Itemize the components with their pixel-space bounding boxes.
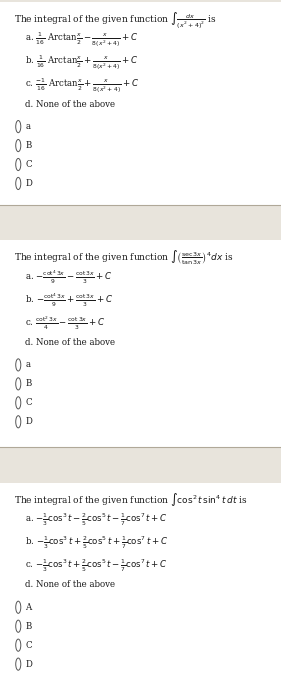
Text: d. None of the above: d. None of the above [25, 338, 115, 347]
Text: c. $\frac{-1}{16}$ Arctan$\frac{x}{2} + \frac{x}{8(x^2+4)} + C$: c. $\frac{-1}{16}$ Arctan$\frac{x}{2} + … [25, 77, 139, 95]
Text: The integral of the given function $\int \left(\frac{\sec 3x}{\tan 3x}\right)^4 : The integral of the given function $\int… [14, 248, 234, 267]
Text: a: a [25, 122, 30, 131]
Text: a: a [25, 360, 30, 370]
Text: D: D [25, 179, 32, 188]
Text: a. $\frac{1}{16}$ Arctan$\frac{x}{2} - \frac{x}{8(x^2+4)} + C$: a. $\frac{1}{16}$ Arctan$\frac{x}{2} - \… [25, 30, 139, 49]
Text: B: B [25, 141, 31, 150]
Text: D: D [25, 659, 32, 669]
Text: A: A [25, 603, 31, 612]
Text: The integral of the given function $\int \frac{dx}{(x^2+4)^2}$ is: The integral of the given function $\int… [14, 10, 217, 30]
Text: B: B [25, 621, 31, 631]
Text: B: B [25, 379, 31, 389]
Bar [0, 2, 281, 205]
Text: C: C [25, 398, 32, 408]
Text: D: D [25, 417, 32, 427]
Text: a. $-\frac{1}{3}\cos^3 t - \frac{2}{5}\cos^5 t - \frac{1}{7}\cos^7 t + C$: a. $-\frac{1}{3}\cos^3 t - \frac{2}{5}\c… [25, 511, 168, 527]
Text: b. $\frac{1}{16}$ Arctan$\frac{x}{2} + \frac{x}{8(x^2+4)} + C$: b. $\frac{1}{16}$ Arctan$\frac{x}{2} + \… [25, 53, 139, 72]
Bar [0, 483, 281, 677]
Bar [0, 240, 281, 447]
Text: C: C [25, 160, 32, 169]
Text: d. None of the above: d. None of the above [25, 580, 115, 589]
Text: The integral of the given function $\int \cos^2 t\,\sin^4 t\,dt$ is: The integral of the given function $\int… [14, 491, 248, 508]
Text: a. $-\frac{\cot^4 3x}{9} - \frac{\cot 3x}{3} + C$: a. $-\frac{\cot^4 3x}{9} - \frac{\cot 3x… [25, 269, 113, 286]
Text: d. None of the above: d. None of the above [25, 100, 115, 108]
Text: b. $-\frac{\cot^4 3x}{9} + \frac{\cot 3x}{3} + C$: b. $-\frac{\cot^4 3x}{9} + \frac{\cot 3x… [25, 292, 113, 309]
Text: c. $\frac{\cot^2 3x}{4} - \frac{\cot 3x}{3} + C$: c. $\frac{\cot^2 3x}{4} - \frac{\cot 3x}… [25, 315, 105, 332]
Text: b. $-\frac{1}{3}\cos^3 t + \frac{2}{5}\cos^5 t + \frac{1}{7}\cos^7 t + C$: b. $-\frac{1}{3}\cos^3 t + \frac{2}{5}\c… [25, 534, 168, 550]
Text: C: C [25, 640, 32, 650]
Text: c. $-\frac{1}{3}\cos^3 t + \frac{2}{5}\cos^5 t - \frac{1}{7}\cos^7 t + C$: c. $-\frac{1}{3}\cos^3 t + \frac{2}{5}\c… [25, 557, 168, 573]
